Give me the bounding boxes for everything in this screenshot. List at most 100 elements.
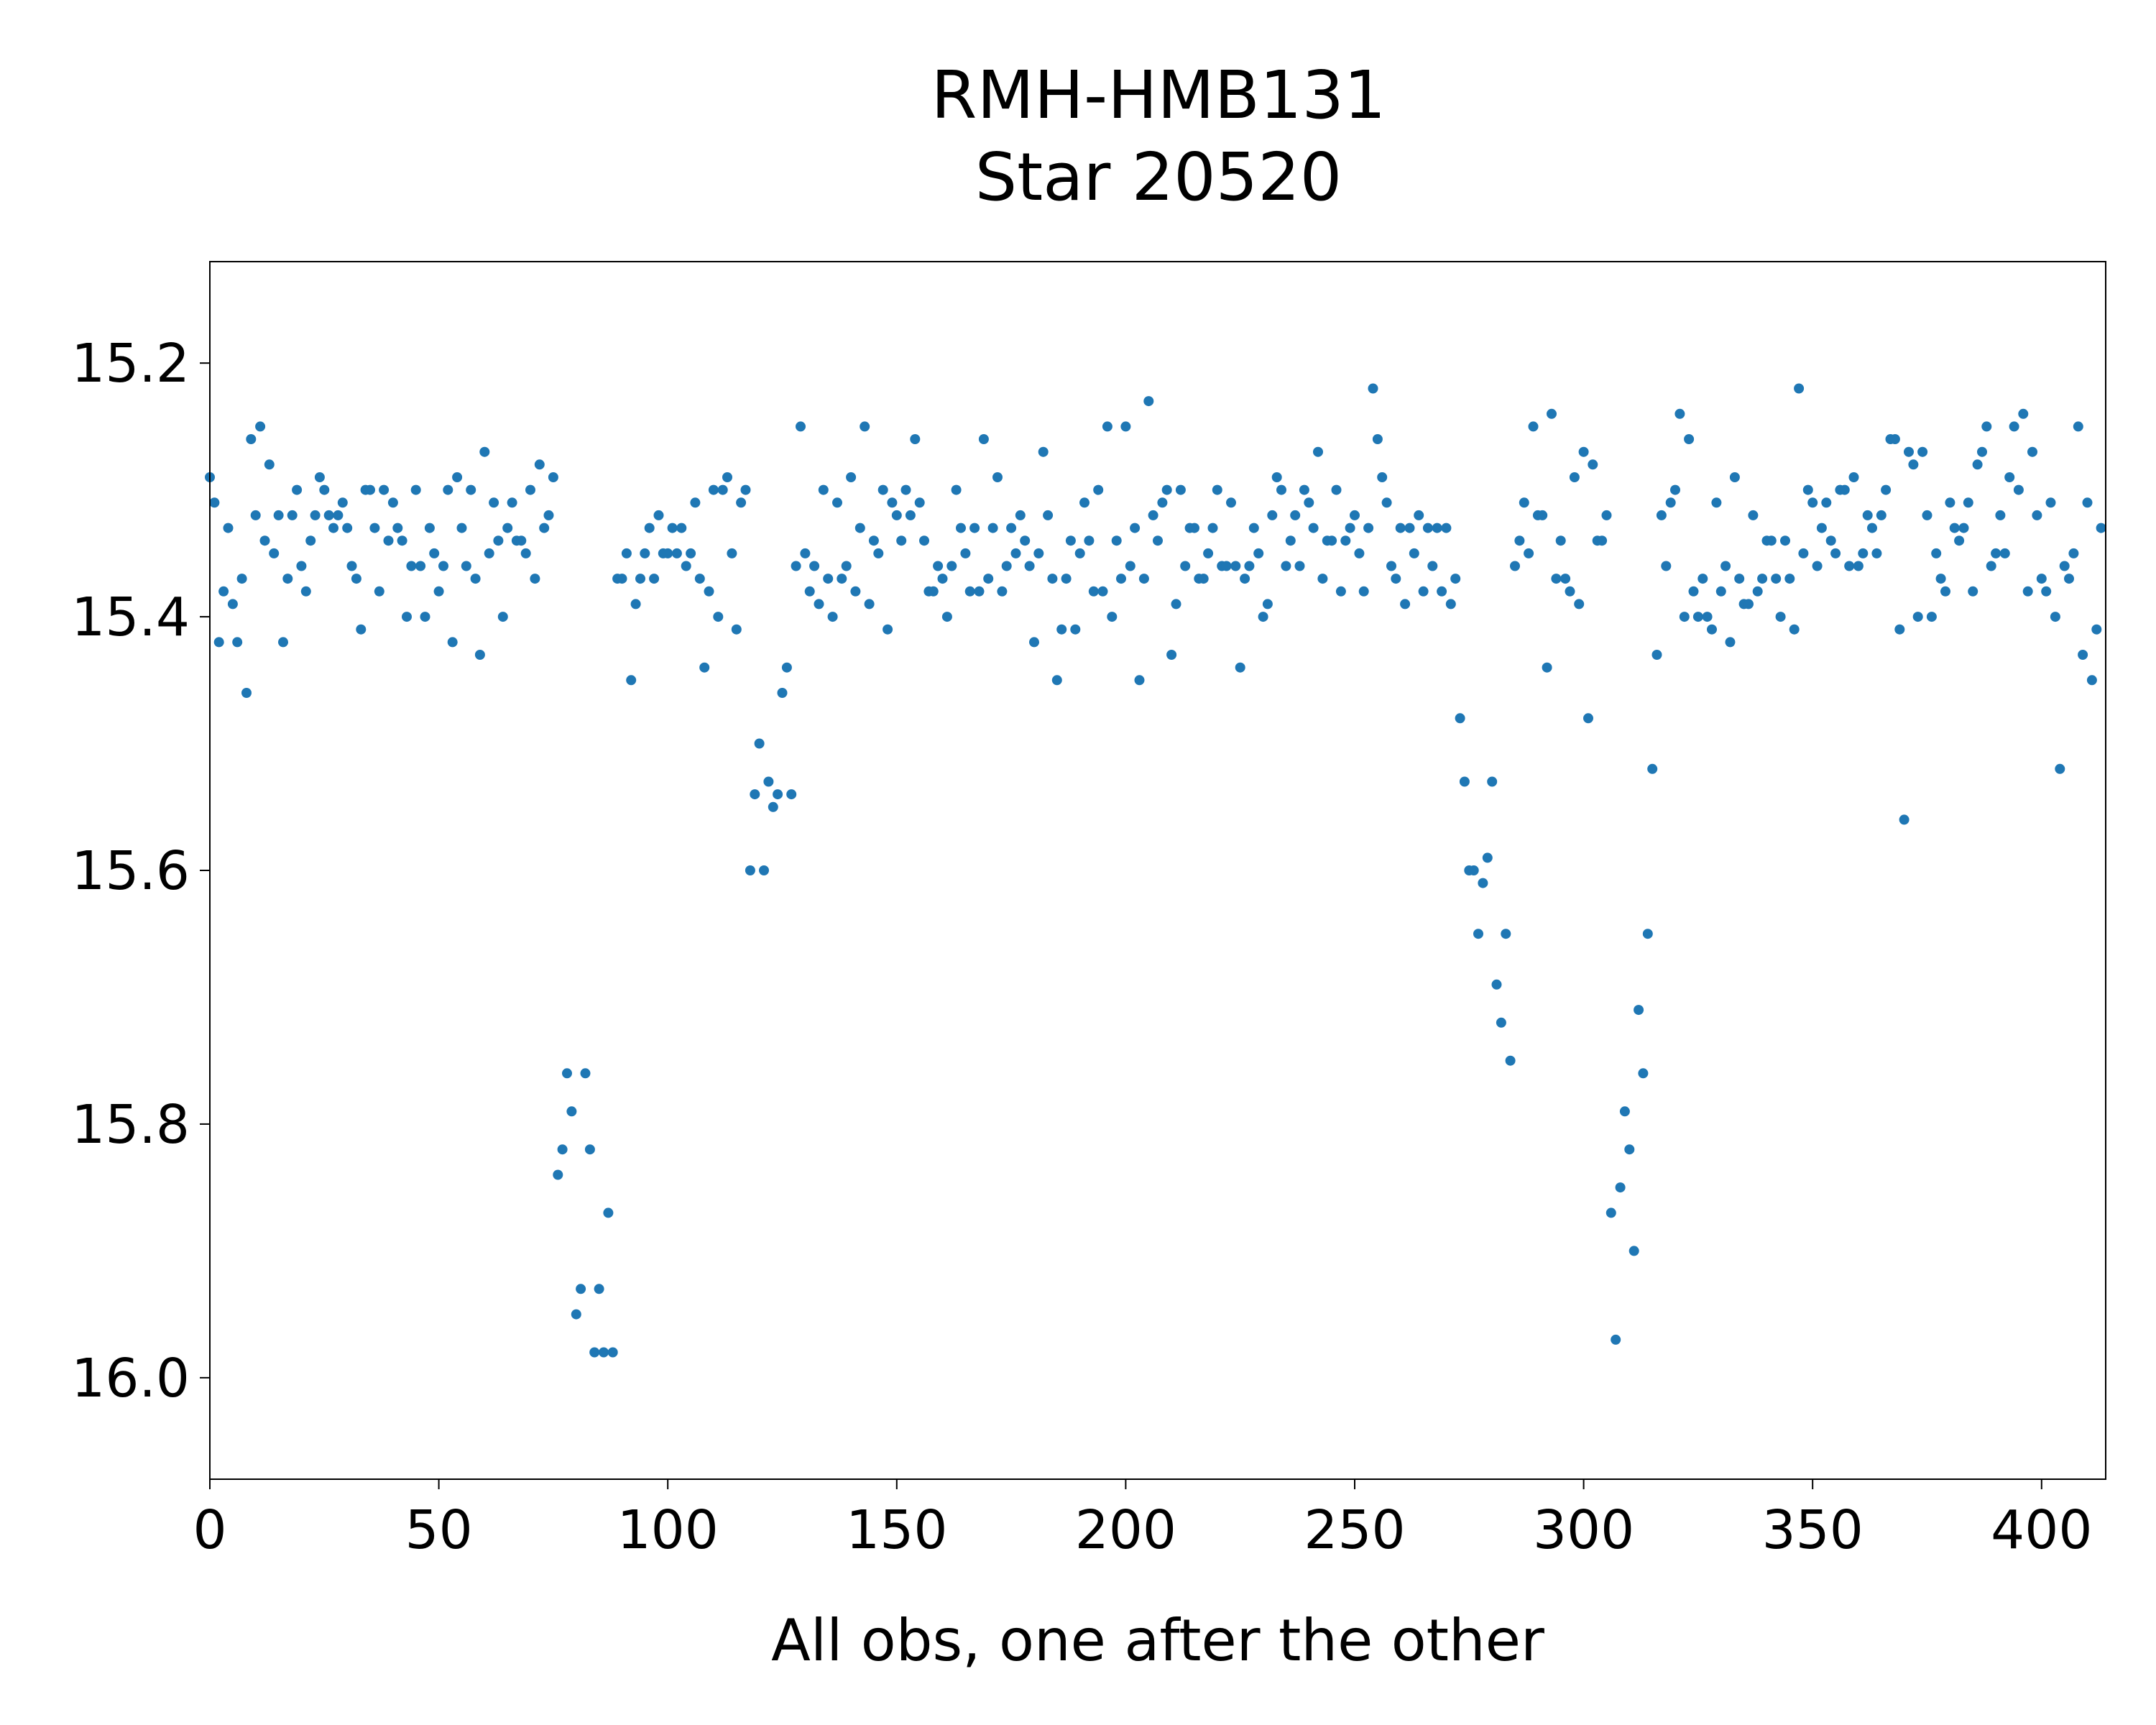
data-point	[1697, 574, 1708, 584]
data-point	[452, 472, 463, 482]
data-point	[933, 561, 944, 571]
data-point	[232, 637, 243, 648]
data-point	[305, 535, 316, 546]
data-point	[1372, 434, 1383, 444]
data-point	[1294, 561, 1305, 571]
data-point	[1189, 523, 1199, 533]
data-point	[1588, 459, 1598, 470]
data-point	[1688, 586, 1699, 597]
data-point	[351, 574, 361, 584]
data-point	[599, 1347, 609, 1358]
data-point	[681, 561, 691, 571]
data-point	[1248, 523, 1259, 533]
data-point	[1784, 574, 1795, 584]
data-point	[1981, 421, 1992, 432]
x-tick-label: 400	[1991, 1499, 2092, 1561]
data-point	[2091, 624, 2102, 635]
data-point	[1065, 535, 1076, 546]
data-point	[1404, 523, 1415, 533]
data-point	[1111, 535, 1122, 546]
data-point	[1010, 548, 1021, 558]
data-point	[246, 434, 257, 444]
data-point	[474, 650, 485, 660]
data-point	[1991, 548, 2001, 558]
data-point	[694, 574, 705, 584]
data-point	[809, 561, 820, 571]
data-point	[314, 472, 325, 482]
data-point	[841, 561, 852, 571]
data-point	[213, 637, 224, 648]
data-point	[1519, 497, 1529, 508]
data-point	[1166, 650, 1177, 660]
data-point	[1308, 523, 1319, 533]
data-point	[319, 484, 330, 495]
data-point	[443, 484, 453, 495]
data-point	[1958, 523, 1969, 533]
data-point	[1670, 484, 1680, 495]
data-point	[2068, 548, 2079, 558]
data-point	[1684, 434, 1695, 444]
data-point	[1812, 561, 1823, 571]
data-point	[1207, 523, 1218, 533]
data-point	[846, 472, 857, 482]
data-point	[406, 561, 417, 571]
data-point	[387, 497, 398, 508]
x-tick-label: 200	[1075, 1499, 1176, 1561]
data-point	[621, 548, 632, 558]
data-point	[1153, 535, 1163, 546]
data-point	[2096, 523, 2106, 533]
data-point	[429, 548, 440, 558]
data-point	[2041, 586, 2052, 597]
data-point	[699, 662, 710, 673]
data-point	[548, 472, 558, 482]
data-point	[346, 561, 357, 571]
data-point	[589, 1347, 600, 1358]
data-point	[1043, 510, 1054, 520]
data-point	[255, 421, 266, 432]
data-point	[236, 574, 247, 584]
data-point	[1340, 535, 1351, 546]
data-point	[1583, 713, 1593, 724]
data-point	[1267, 510, 1278, 520]
data-point	[1491, 979, 1502, 990]
data-point	[1175, 484, 1186, 495]
data-point	[1574, 599, 1585, 610]
data-point	[736, 497, 747, 508]
data-point	[777, 688, 788, 698]
data-point	[823, 574, 834, 584]
data-point	[1505, 1055, 1516, 1066]
data-point	[456, 523, 467, 533]
data-point	[1715, 586, 1726, 597]
data-point	[740, 484, 751, 495]
data-point	[479, 446, 490, 457]
data-point	[1821, 497, 1832, 508]
data-point	[987, 523, 998, 533]
data-point	[663, 548, 673, 558]
data-point	[470, 574, 481, 584]
data-point	[1647, 763, 1658, 774]
data-point	[264, 459, 275, 470]
data-point	[1940, 586, 1950, 597]
data-point	[1358, 586, 1369, 597]
data-point	[640, 548, 650, 558]
data-point	[969, 523, 980, 533]
data-point	[1400, 599, 1411, 610]
data-point	[1020, 535, 1031, 546]
data-point	[1445, 599, 1456, 610]
data-point	[1088, 586, 1099, 597]
data-point	[731, 624, 742, 635]
data-point	[800, 548, 811, 558]
data-point	[832, 497, 842, 508]
data-point	[1350, 510, 1360, 520]
data-point	[964, 586, 975, 597]
data-point	[2059, 561, 2070, 571]
data-point	[1253, 548, 1264, 558]
data-point	[946, 561, 957, 571]
data-point	[1743, 599, 1754, 610]
data-point	[1794, 383, 1805, 394]
data-point	[1651, 650, 1662, 660]
data-point	[1707, 624, 1717, 635]
data-point	[1148, 510, 1158, 520]
data-point	[489, 497, 499, 508]
data-point	[2004, 472, 2015, 482]
